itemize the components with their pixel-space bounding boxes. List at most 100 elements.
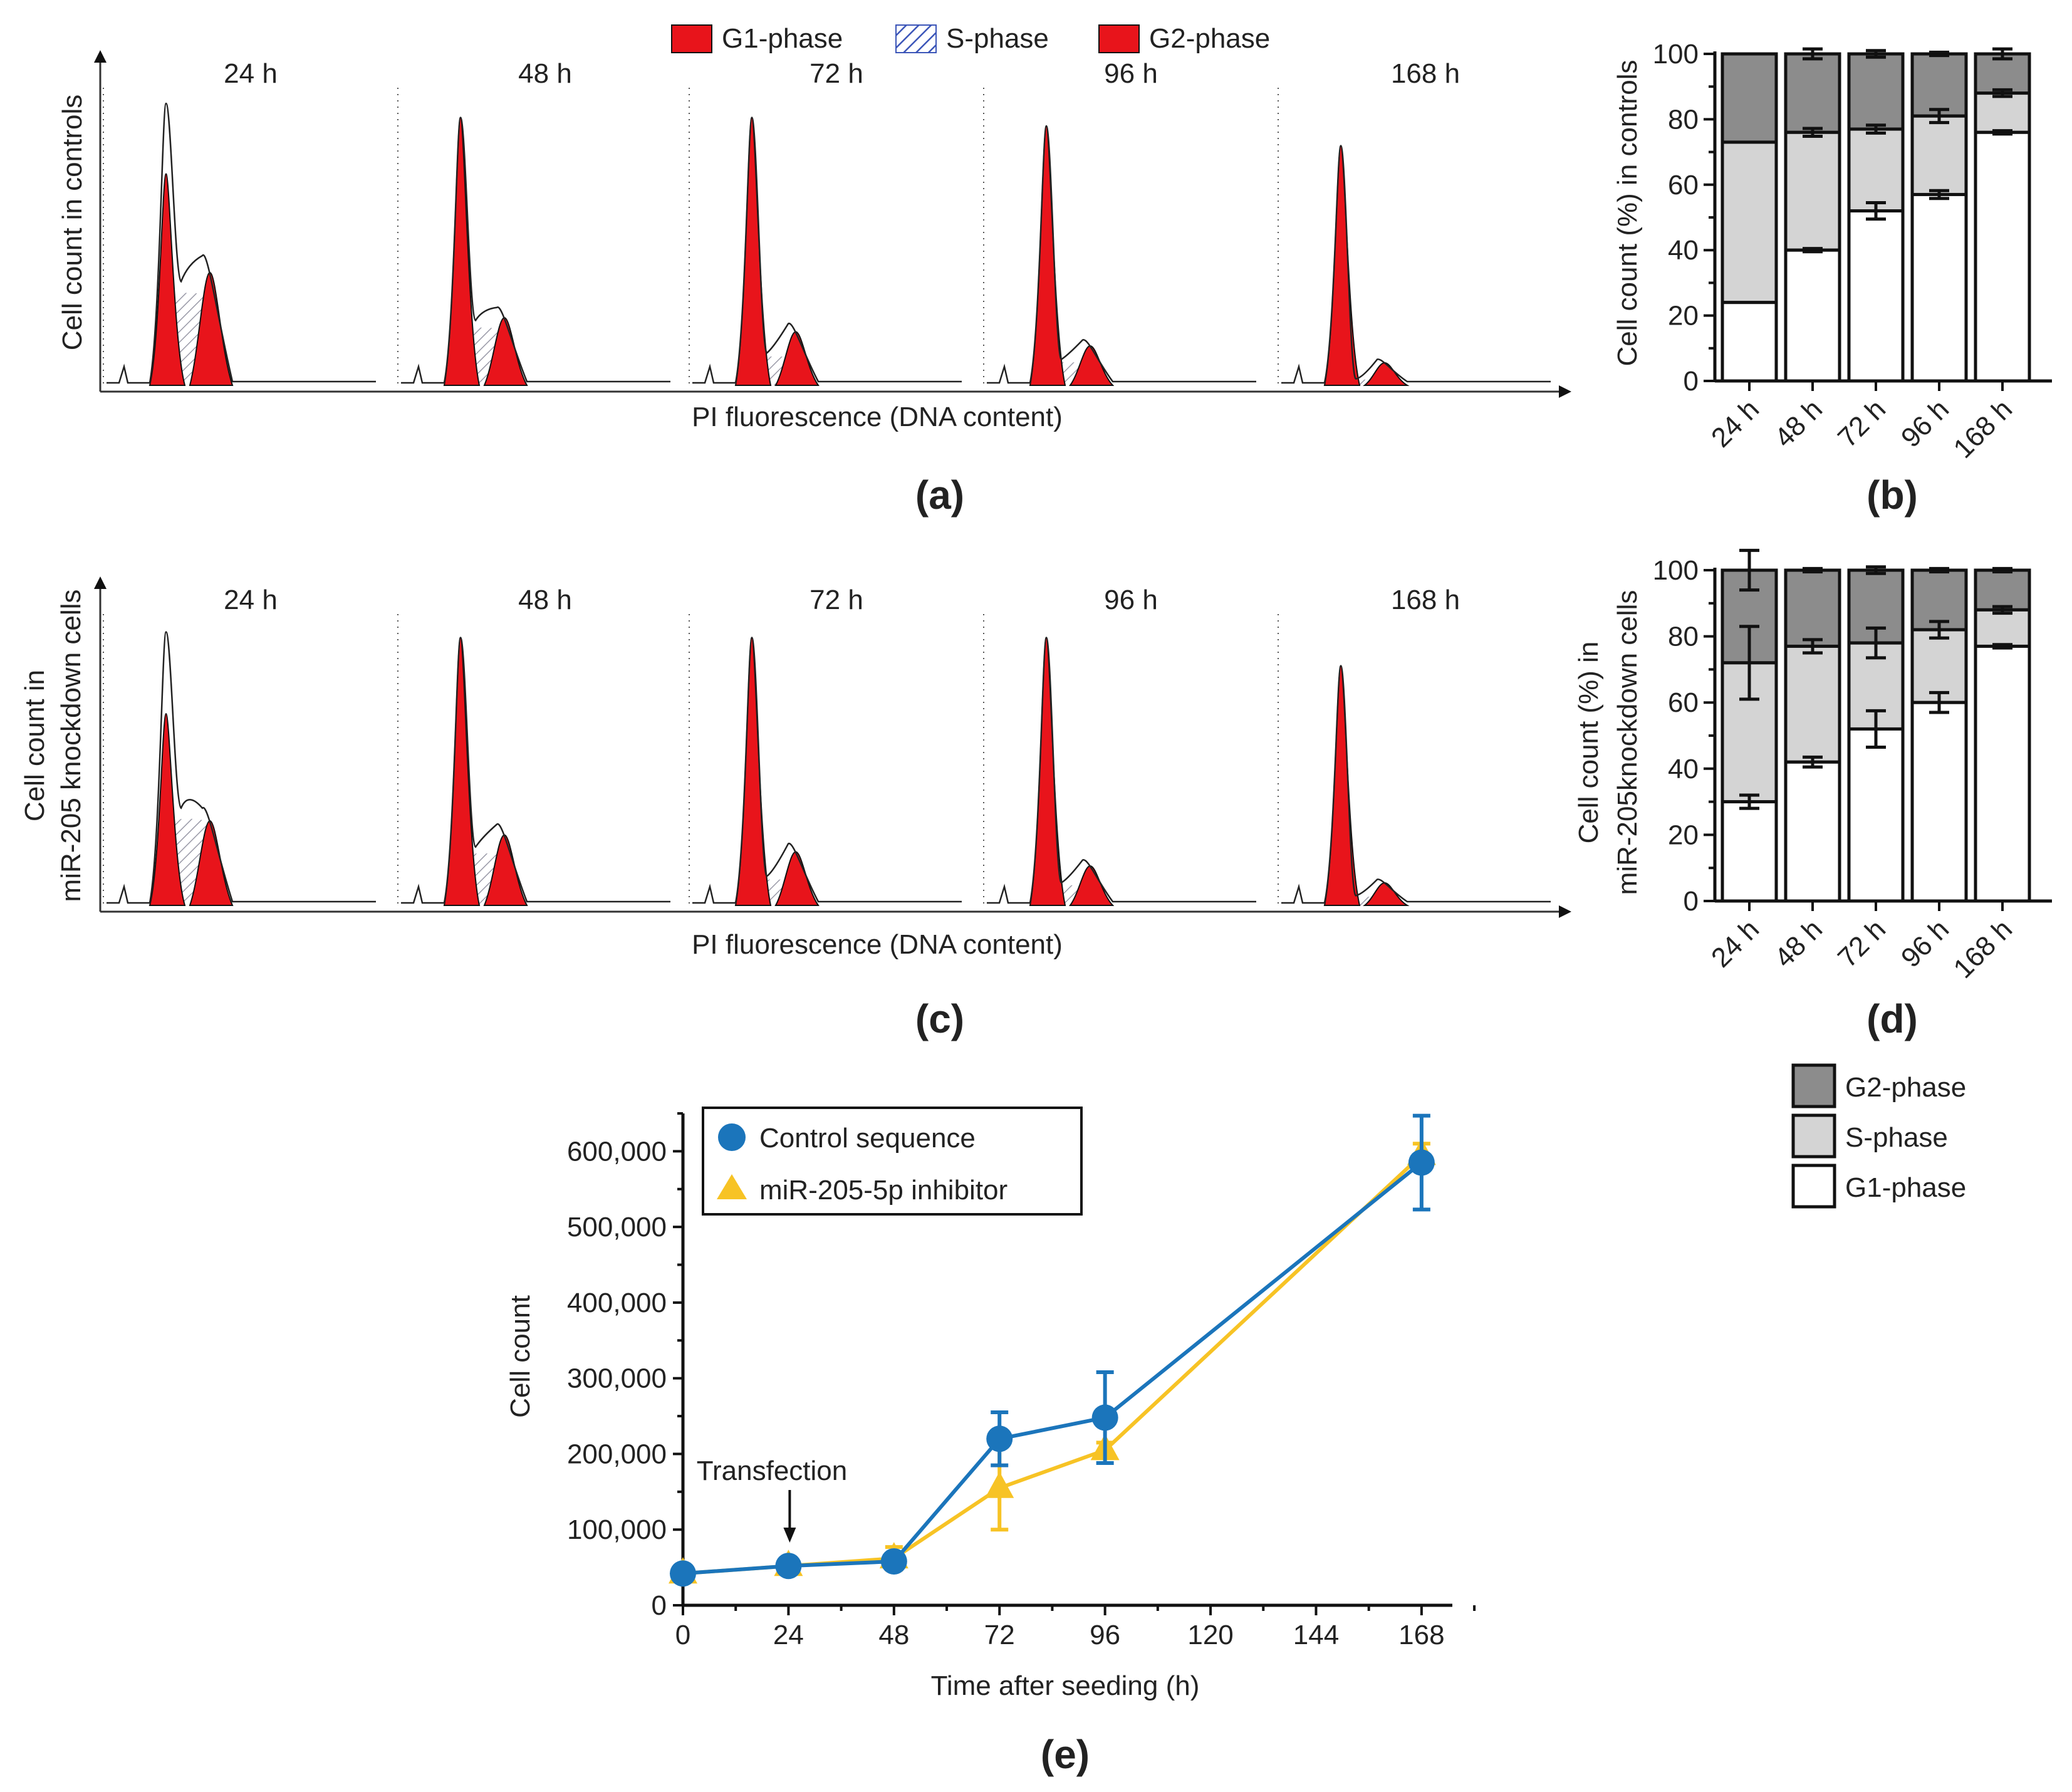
line-y-tick-label: 600,000: [567, 1136, 667, 1167]
g1-phase-peak: [1029, 125, 1066, 386]
control-data-point: [775, 1553, 802, 1580]
control-data-point: [986, 1425, 1013, 1452]
histogram-time-label: 72 h: [810, 585, 863, 615]
bar-x-tick-label: 24 h: [1705, 914, 1765, 973]
g1-phase-peak: [148, 173, 186, 386]
s-phase-bar: [1784, 130, 1841, 252]
g1-phase-bar: [1910, 701, 1968, 903]
panel-a: Cell count in controls PI fluorescence (…: [57, 50, 1571, 518]
g1-phase-bar: [1974, 130, 2031, 383]
legend-box-g1-swatch: [1791, 1164, 1836, 1209]
legend-g2-swatch: [1098, 24, 1140, 53]
histogram-total-trace: [107, 631, 376, 904]
g1-phase-bar: [1847, 209, 1905, 383]
panel-d-letter: (d): [1866, 996, 1918, 1041]
panel-b-letter: (b): [1866, 472, 1918, 518]
histogram-legend: G1-phase S-phase G2-phase: [671, 23, 1270, 54]
legend-s-label: S-phase: [946, 23, 1049, 54]
g1-phase-bar: [1784, 248, 1841, 383]
g1-phase-peak: [148, 712, 186, 906]
g2-phase-bar: [1974, 568, 2031, 612]
bar-x-tick-label: 48 h: [1769, 914, 1828, 973]
line-x-tick-label: 48: [878, 1620, 909, 1650]
bar-x-tick-label: 48 h: [1769, 393, 1828, 453]
bar-y-tick-label: 20: [1668, 301, 1699, 331]
histogram-total-trace: [987, 125, 1256, 384]
control-data-point: [670, 1560, 696, 1587]
panel-c: Cell count in miR-205 knockdown cells PI…: [19, 576, 1571, 1041]
legend-s-swatch: [895, 24, 937, 53]
bar-x-tick-label: 72 h: [1832, 914, 1892, 973]
g1-phase-bar: [1784, 760, 1841, 903]
panel-e-xlabel: Time after seeding (h): [931, 1670, 1200, 1701]
histogram-group-a: 24 h 48 h 72 h 96 h 168 h: [103, 58, 1551, 386]
control-data-point: [880, 1548, 907, 1575]
histogram-total-trace: [692, 637, 962, 904]
bar-y-tick-label: 100: [1653, 555, 1699, 586]
panel-c-letter: (c): [915, 996, 964, 1041]
histogram-time-label: 24 h: [224, 585, 278, 615]
panel-d: Cell count (%) in miR-205knockdown cells…: [1573, 548, 2052, 1041]
panel-b: Cell count (%) in controls 0 20 40 60 80 100 2…: [1612, 39, 2052, 518]
panel-d-ylabel-line2: miR-205knockdown cells: [1612, 590, 1643, 895]
line-chart-e: 0 100,000 200,000 300,000 400,000 500,000 600,…: [567, 1112, 1476, 1650]
histogram-time-label: 96 h: [1104, 585, 1158, 615]
line-x-tick-label: 168: [1398, 1620, 1444, 1650]
s-phase-bar: [1721, 140, 1778, 305]
panel-a-letter: (a): [915, 472, 964, 518]
bar-y-tick-label: 20: [1668, 820, 1699, 850]
g2-phase-bar: [1784, 52, 1841, 134]
line-x-tick-label: 96: [1090, 1620, 1120, 1650]
line-y-tick-label: 100,000: [567, 1514, 667, 1545]
line-y-tick-label: 200,000: [567, 1439, 667, 1469]
bar-y-tick-label: 40: [1668, 754, 1699, 784]
line-x-tick-label: 72: [984, 1620, 1015, 1650]
g1-phase-bar: [1974, 644, 2031, 903]
g2-phase-bar: [1784, 568, 1841, 648]
transfection-annotation: Transfection: [697, 1456, 847, 1486]
s-phase-bar: [1910, 114, 1968, 196]
g1-phase-peak: [1323, 665, 1361, 906]
bar-y-tick-label: 60: [1668, 687, 1699, 718]
inhibitor-series-line: [682, 1154, 1423, 1576]
histogram-time-label: 96 h: [1104, 58, 1158, 89]
line-legend-box: [702, 1107, 1083, 1216]
line-x-tick-label: 120: [1187, 1620, 1233, 1650]
legend-box-s-swatch: [1791, 1113, 1836, 1159]
g1-phase-peak: [1029, 637, 1066, 906]
legend-box-s-label: S-phase: [1845, 1122, 1948, 1153]
line-x-tick-label: 144: [1293, 1620, 1339, 1650]
inhibitor-data-point: [985, 1471, 1014, 1498]
bar-x-tick-label: 168 h: [1948, 393, 2019, 464]
g2-phase-bar: [1847, 52, 1905, 131]
stacked-bar-legend: G2-phase S-phase G1-phase: [1791, 1063, 1966, 1209]
line-y-tick-label: 300,000: [567, 1363, 667, 1394]
control-series-line: [682, 1161, 1423, 1576]
panel-c-ylabel-line1: Cell count in: [19, 670, 50, 821]
panel-c-ylabel-line2: miR-205 knockdown cells: [56, 590, 86, 902]
panel-e-letter: (e): [1041, 1732, 1090, 1777]
histogram-total-trace: [1281, 665, 1551, 904]
histogram-total-trace: [1281, 145, 1551, 384]
legend-g1-label: G1-phase: [722, 23, 843, 54]
panel-c-xlabel: PI fluorescence (DNA content): [692, 929, 1063, 960]
legend-g2-label: G2-phase: [1149, 23, 1270, 54]
histogram-time-label: 72 h: [810, 58, 863, 89]
line-x-tick-label: 0: [675, 1620, 690, 1650]
s-phase-bar: [1910, 628, 1968, 704]
g2-phase-peak: [774, 851, 820, 906]
bar-x-tick-label: 24 h: [1705, 393, 1765, 453]
s-phase-bar: [1847, 127, 1905, 213]
histogram-total-trace: [107, 102, 376, 384]
legend-box-g2-swatch: [1791, 1063, 1836, 1108]
control-data-point: [1408, 1149, 1435, 1176]
bar-x-tick-label: 72 h: [1832, 393, 1892, 453]
line-y-tick-label: 400,000: [567, 1288, 667, 1318]
g1-phase-bar: [1847, 727, 1905, 903]
histogram-total-trace: [401, 117, 670, 384]
legend-control-label: Control sequence: [759, 1123, 976, 1154]
legend-control-marker: [718, 1123, 746, 1151]
panel-d-ylabel-line1: Cell count (%) in: [1573, 642, 1604, 844]
